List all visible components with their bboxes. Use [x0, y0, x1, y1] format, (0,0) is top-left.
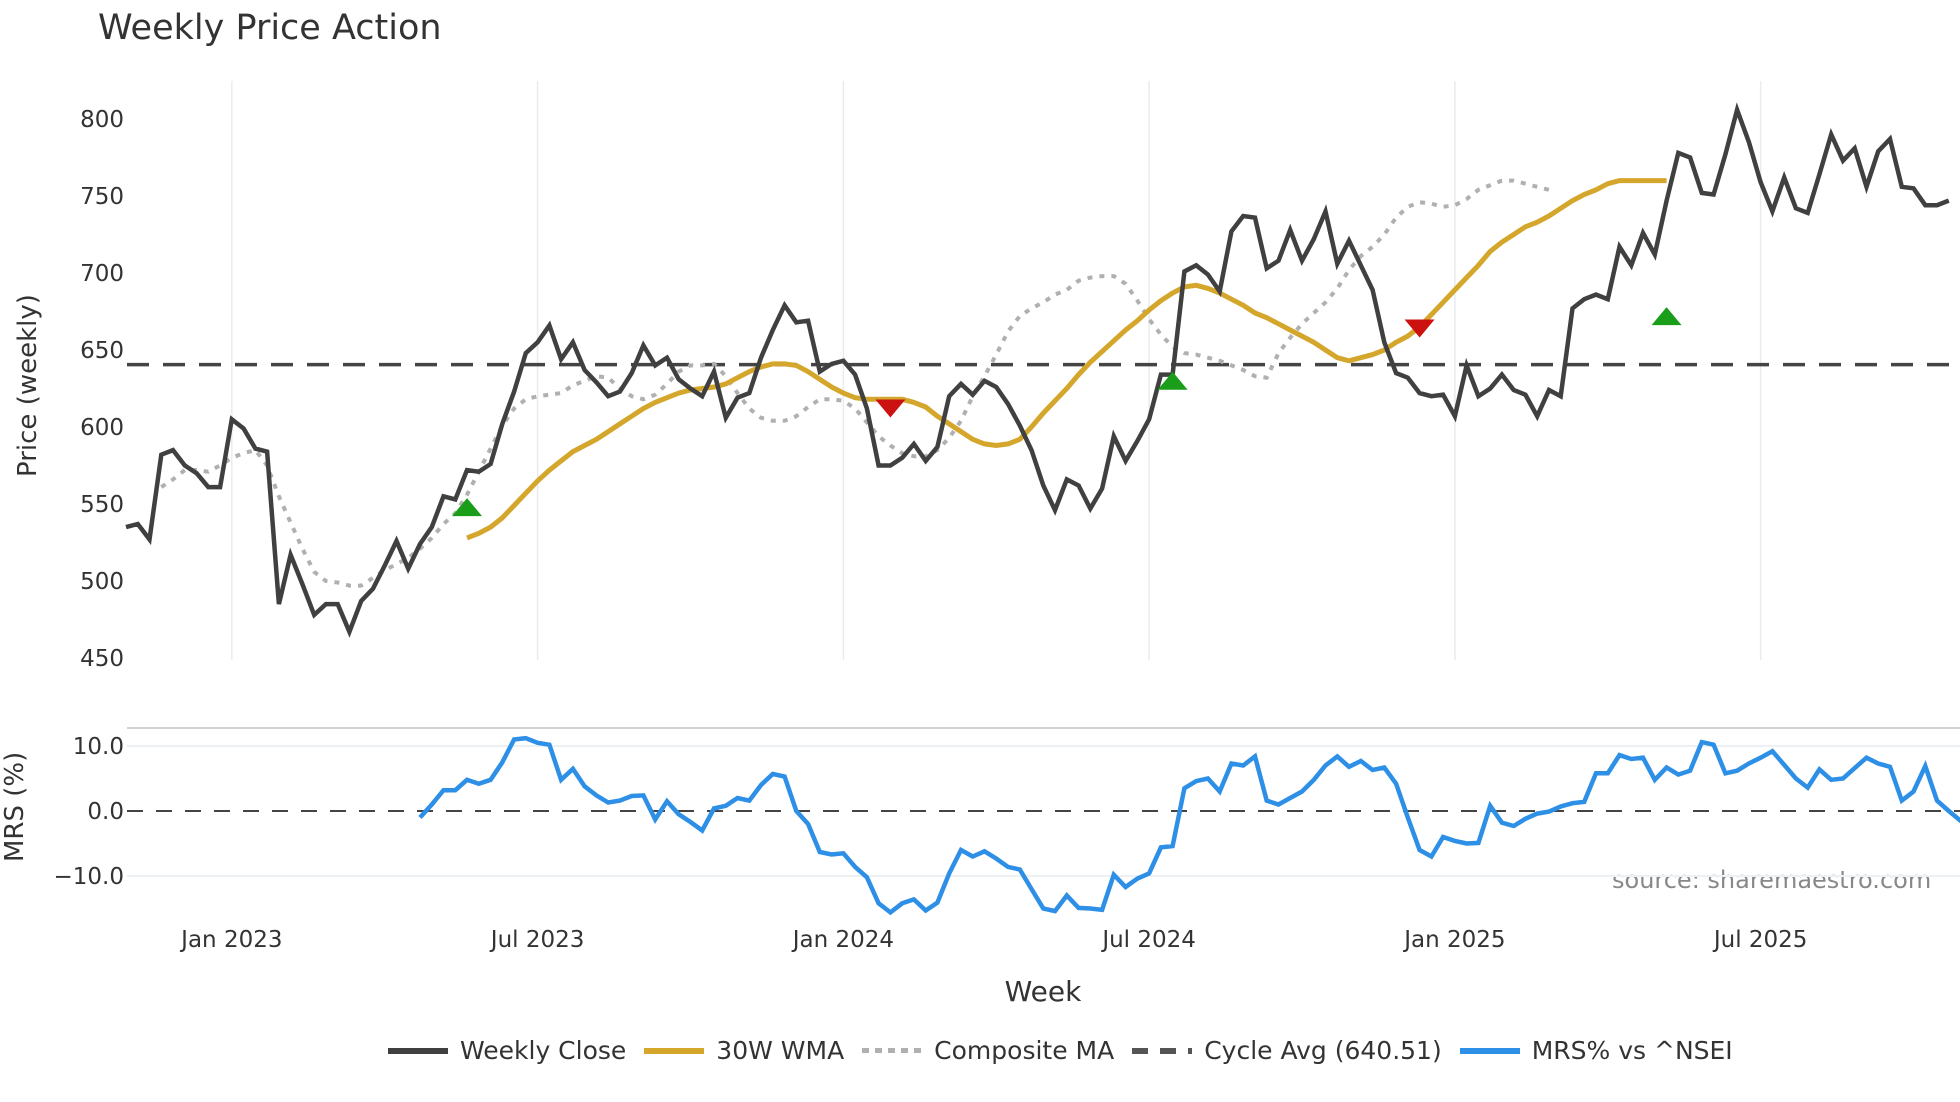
buy-signal-triangle-up-icon [1651, 307, 1682, 326]
legend-item[interactable]: MRS% vs ^NSEI [1459, 1036, 1733, 1065]
price-y-tick: 650 [80, 338, 124, 364]
x-axis-label: Week [1004, 975, 1082, 1008]
legend-label: Cycle Avg (640.51) [1204, 1036, 1442, 1065]
price-y-tick: 450 [80, 646, 124, 672]
price-y-tick: 750 [80, 184, 124, 210]
legend: Weekly Close 30W WMA Composite MA Cycle Avg… [388, 1036, 1751, 1065]
buy-signal-triangle-up-icon [452, 498, 483, 517]
weekly-close-line [125, 102, 1950, 638]
legend-swatch-icon [388, 1047, 448, 1054]
x-tick-label: Jul 2023 [489, 927, 585, 953]
composite-ma-line [160, 178, 1550, 588]
x-tick-label: Jul 2025 [1712, 927, 1808, 953]
legend-item[interactable]: Cycle Avg (640.51) [1132, 1036, 1442, 1065]
price-y-tick: 550 [80, 492, 124, 518]
buy-signal-triangle-up-icon [1157, 371, 1188, 390]
legend-label: Composite MA [934, 1036, 1115, 1065]
legend-label: MRS% vs ^NSEI [1531, 1036, 1733, 1065]
chart-title: Weekly Price Action [98, 8, 442, 48]
30w-wma-line [466, 178, 1667, 541]
sell-signal-triangle-down-icon [1404, 319, 1435, 338]
source-label: source: sharemaestro.com [1612, 866, 1932, 894]
sell-signal-triangle-down-icon [875, 399, 906, 418]
legend-swatch-icon [1132, 1047, 1193, 1054]
legend-swatch-icon [862, 1048, 923, 1053]
legend-label: 30W WMA [716, 1036, 845, 1065]
legend-item[interactable]: Composite MA [862, 1036, 1114, 1065]
x-tick-label: Jan 2024 [791, 927, 894, 953]
legend-item[interactable]: 30W WMA [644, 1036, 844, 1065]
mrs-y-tick: 0.0 [87, 799, 124, 825]
price-y-tick: 500 [80, 569, 124, 595]
price-panel: 450 500 550 600 650 700 750 800 [80, 81, 1960, 672]
legend-swatch-icon [644, 1047, 705, 1054]
price-y-tick: 800 [80, 107, 124, 133]
x-tick-label: Jan 2025 [1402, 927, 1505, 953]
x-tick-label: Jan 2023 [179, 927, 282, 953]
legend-swatch-icon [1459, 1047, 1520, 1054]
mrs-panel: −10.0 0.0 10.0 [54, 727, 1960, 916]
legend-label: Weekly Close [460, 1036, 627, 1065]
x-axis: Jan 2023 Jul 2023 Jan 2024 Jul 2024 Jan 2025… [179, 927, 1807, 953]
mrs-y-tick: 10.0 [73, 734, 124, 760]
price-y-tick: 600 [80, 415, 124, 441]
x-tick-label: Jul 2024 [1100, 927, 1196, 953]
price-y-tick: 700 [80, 261, 124, 287]
mrs-line [418, 735, 1960, 916]
legend-item[interactable]: Weekly Close [388, 1036, 626, 1065]
mrs-y-tick: −10.0 [54, 864, 124, 890]
